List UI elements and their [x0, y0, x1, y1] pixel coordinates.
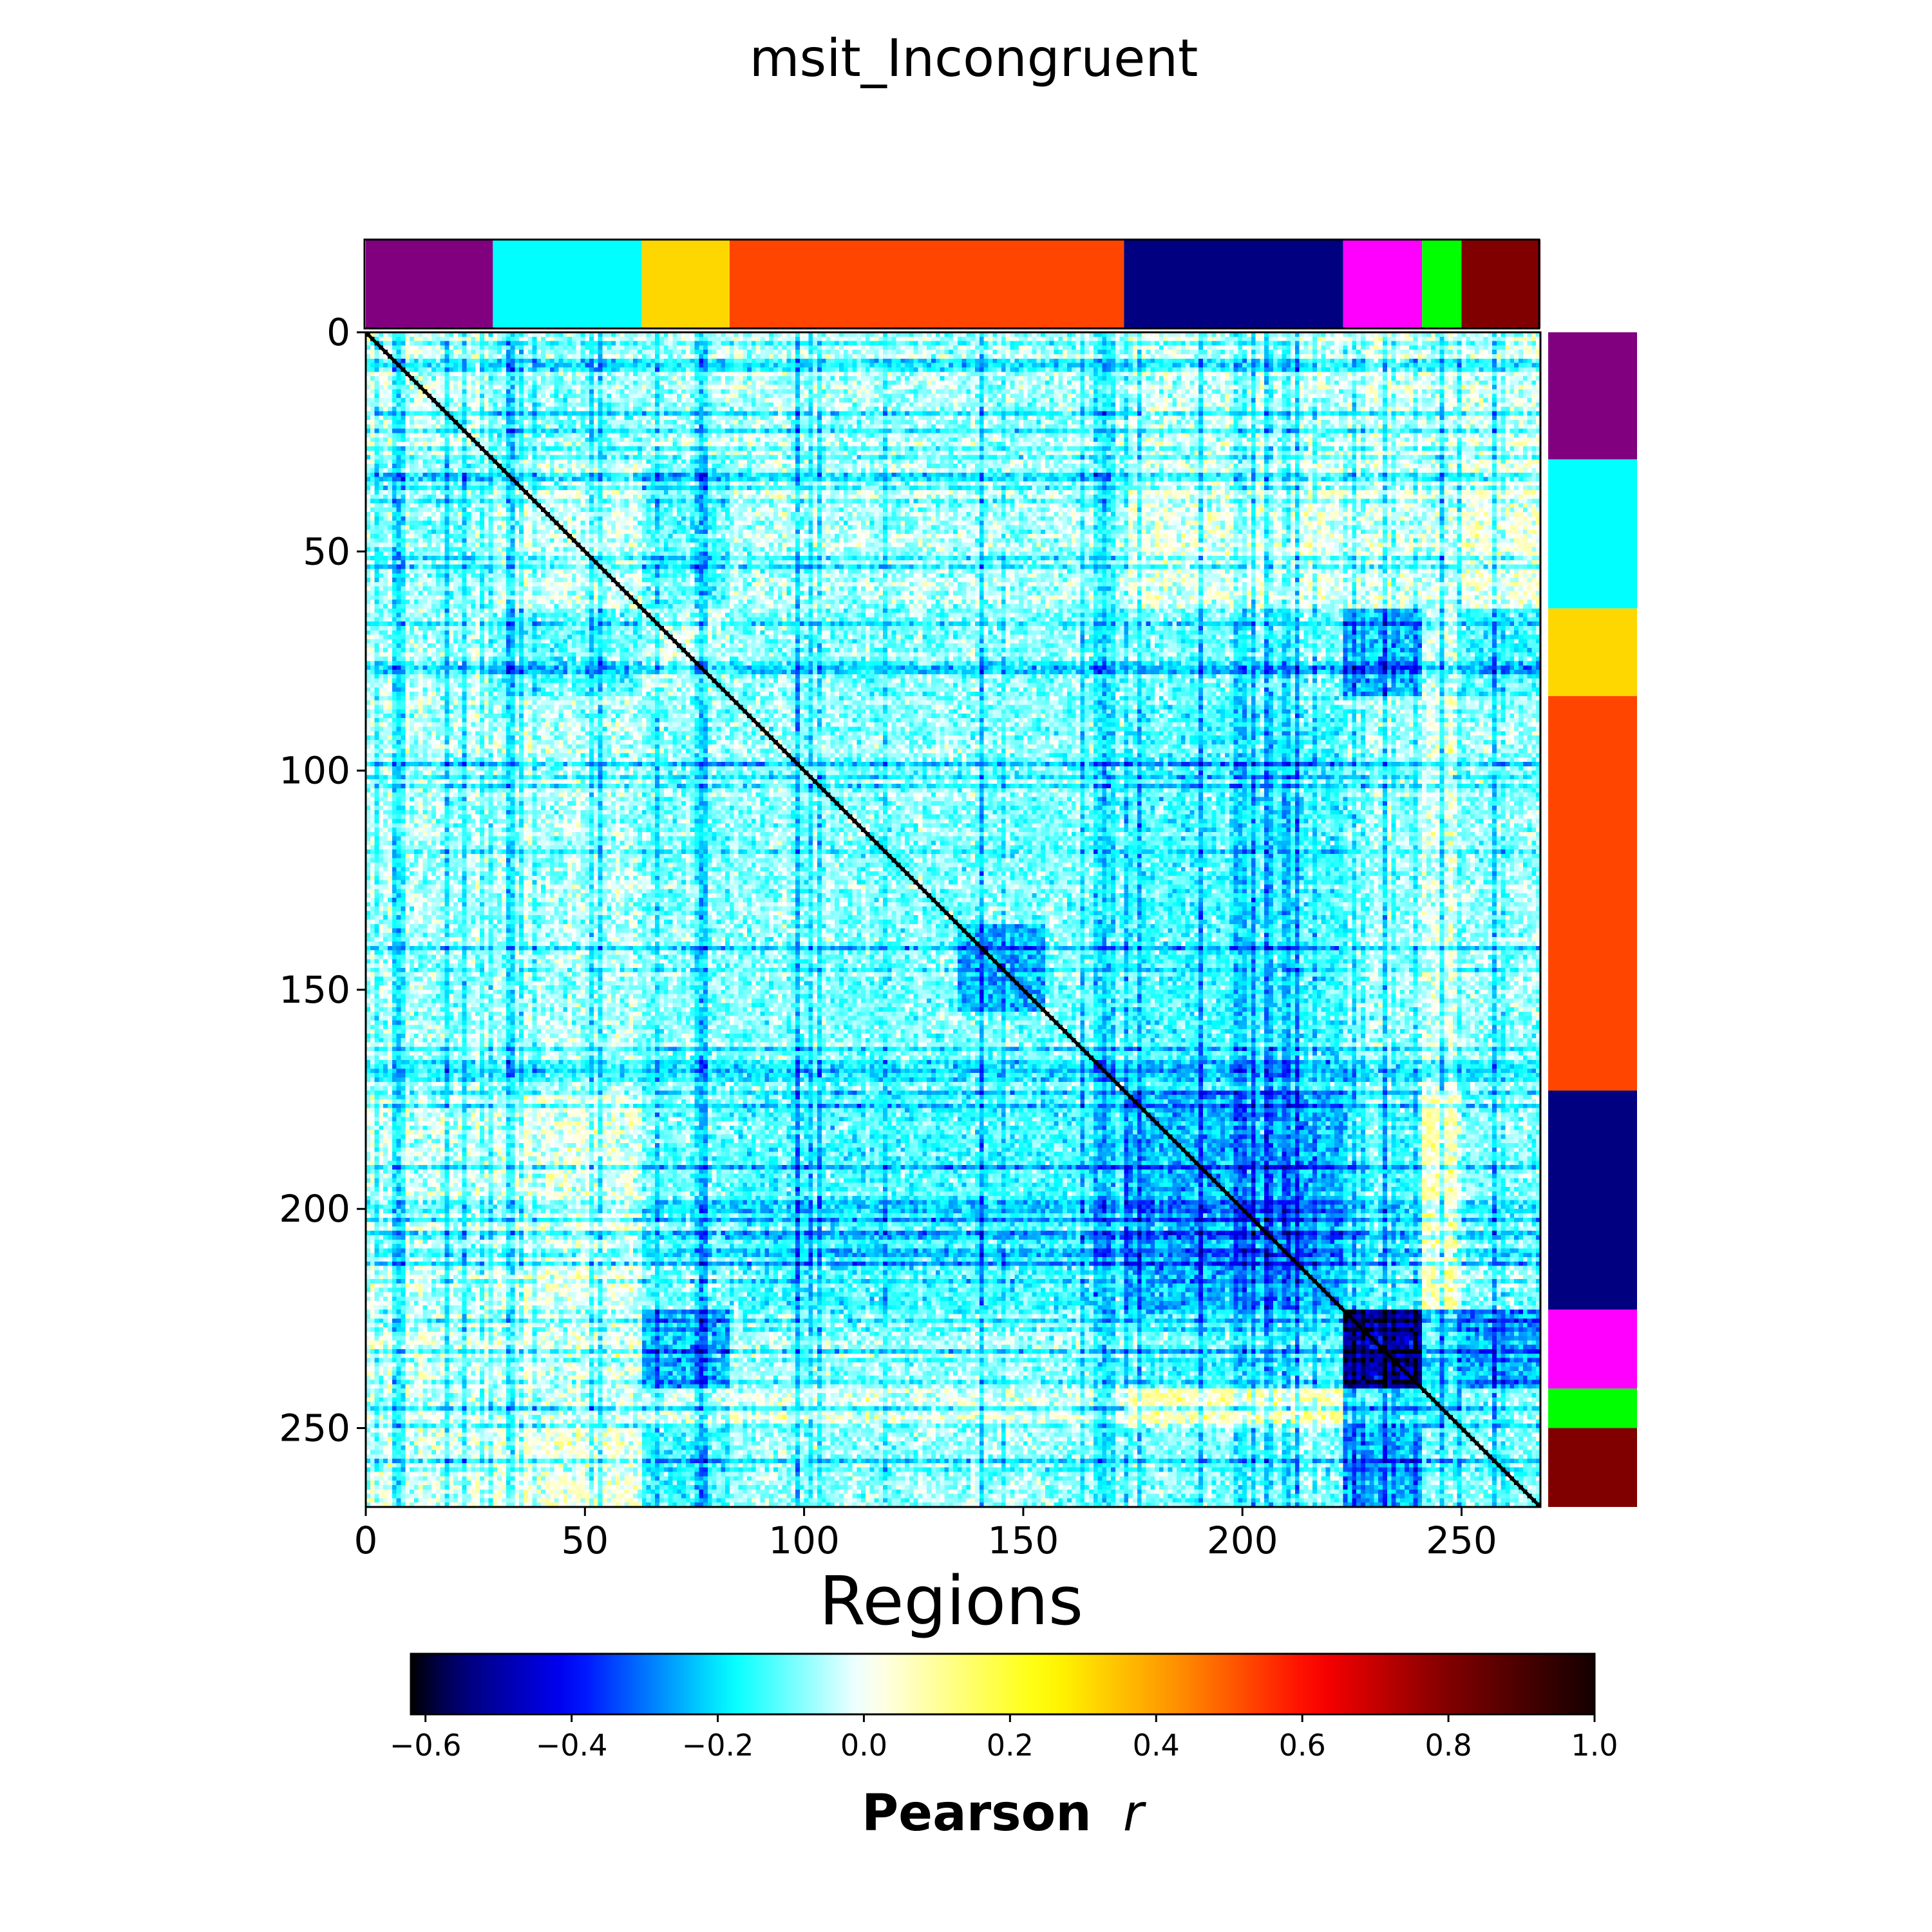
x-tick-label-0: 0	[354, 1519, 378, 1562]
right-network-block-0	[1548, 332, 1637, 460]
top-network-bar-frame	[363, 238, 1540, 330]
colorbar-tick-label-5: 0.4	[1133, 1728, 1180, 1763]
y-tick-label-5: 250	[279, 1406, 350, 1450]
right-network-block-5	[1548, 1309, 1637, 1389]
right-network-block-4	[1548, 1090, 1637, 1310]
x-tick-label-5: 250	[1426, 1519, 1497, 1562]
colorbar-tick-label-0: −0.6	[390, 1728, 462, 1763]
colorbar-tick-label-2: −0.2	[682, 1728, 754, 1763]
y-tick-label-0: 0	[327, 310, 350, 354]
top-network-block-0	[366, 240, 493, 328]
y-tick-label-1: 50	[303, 529, 350, 573]
x-tick-label-3: 150	[988, 1519, 1059, 1562]
top-network-block-4	[1124, 240, 1343, 328]
top-network-block-6	[1422, 240, 1462, 328]
colorbar-label-italic: r	[1123, 1785, 1147, 1842]
colorbar-tick-label-1: −0.4	[536, 1728, 608, 1763]
top-network-block-5	[1343, 240, 1423, 328]
y-tick-label-4: 200	[279, 1187, 350, 1231]
right-network-bar	[1548, 332, 1637, 1507]
colorbar	[410, 1653, 1596, 1716]
right-network-block-1	[1548, 459, 1637, 609]
top-network-block-1	[493, 240, 642, 328]
x-tick-label-2: 100	[768, 1519, 840, 1562]
colorbar-label: Pearson r	[862, 1785, 1147, 1842]
right-network-block-6	[1548, 1388, 1637, 1428]
chart-title: msit_Incongruent	[750, 28, 1198, 88]
y-axis-ticks: 0 50 100 150 200 250	[279, 310, 366, 1450]
right-network-block-3	[1548, 696, 1637, 1091]
top-network-bar	[366, 240, 1540, 328]
x-axis-label: Regions	[819, 1562, 1083, 1640]
x-tick-label-4: 200	[1207, 1519, 1278, 1562]
colorbar-tick-label-7: 0.8	[1425, 1728, 1472, 1763]
matrix-frame	[365, 331, 1542, 1508]
colorbar-tick-label-6: 0.6	[1279, 1728, 1326, 1763]
top-network-block-2	[641, 240, 730, 328]
right-network-block-2	[1548, 608, 1637, 696]
colorbar-tick-label-4: 0.2	[987, 1728, 1034, 1763]
top-network-block-7	[1461, 240, 1540, 328]
y-tick-label-2: 100	[279, 749, 350, 793]
colorbar-tick-label-8: 1.0	[1571, 1728, 1618, 1763]
correlation-matrix	[365, 331, 1542, 1508]
x-axis-ticks: 0 50 100 150 200 250	[354, 1507, 1497, 1562]
y-tick-label-3: 150	[279, 968, 350, 1012]
colorbar-tick-label-3: 0.0	[840, 1728, 887, 1763]
right-network-block-7	[1548, 1428, 1637, 1507]
colorbar-ticks: −0.6 −0.4 −0.2 0.0 0.2 0.4 0.6 0.8 1.0	[390, 1714, 1618, 1763]
x-tick-label-1: 50	[561, 1519, 609, 1562]
top-network-block-3	[729, 240, 1124, 328]
colorbar-label-main: Pearson	[862, 1785, 1092, 1842]
diagonal-line	[365, 331, 1542, 1508]
